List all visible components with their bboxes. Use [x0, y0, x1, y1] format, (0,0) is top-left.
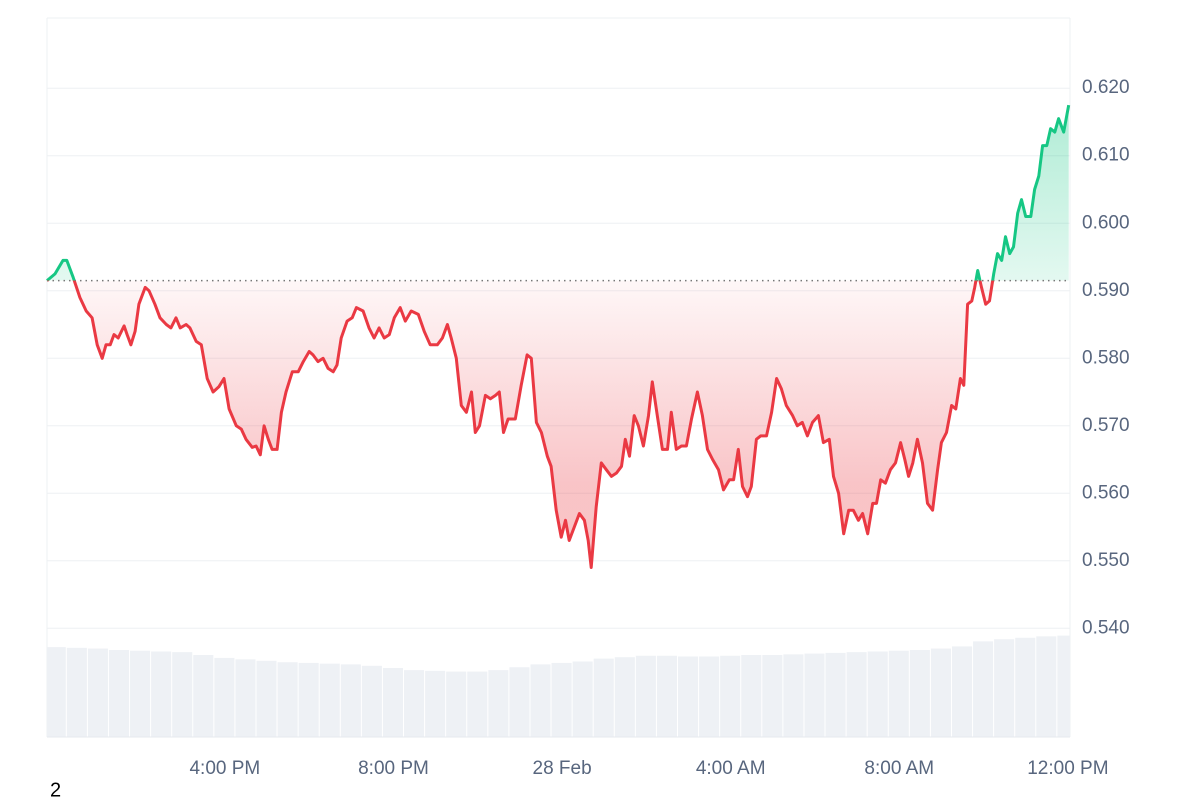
x-tick-label: 8:00 PM	[358, 758, 429, 779]
volume-bar	[741, 655, 762, 737]
volume-bar	[994, 639, 1015, 737]
volume-bar	[720, 655, 741, 737]
volume-bar	[973, 641, 994, 737]
x-tick-label: 12:00 PM	[1027, 758, 1108, 779]
volume-bar	[783, 654, 804, 737]
volume-bar	[256, 660, 277, 737]
volume-bar	[193, 655, 214, 737]
y-tick-label: 0.560	[1082, 482, 1130, 503]
volume-bar	[677, 656, 699, 737]
volume-bar	[656, 655, 677, 737]
volume-bar	[909, 650, 930, 737]
volume-bar	[1057, 635, 1070, 737]
x-tick-label: 4:00 AM	[696, 758, 766, 779]
volume-bar	[172, 652, 193, 737]
y-tick-label: 0.570	[1082, 415, 1130, 436]
x-tick-label: 4:00 PM	[189, 758, 260, 779]
volume-bar	[66, 647, 87, 737]
volume-bar	[446, 671, 467, 737]
price-line	[46, 104, 1071, 569]
volume-bar	[509, 667, 530, 737]
volume-bar	[298, 662, 319, 737]
volume-bar	[1036, 636, 1057, 737]
volume-bar	[151, 651, 172, 737]
volume-bars	[47, 635, 1070, 737]
volume-bar	[572, 661, 593, 737]
volume-bar	[635, 655, 656, 737]
y-tick-label: 0.590	[1082, 280, 1130, 301]
volume-bar	[762, 655, 783, 737]
volume-bar	[235, 659, 256, 737]
volume-bar	[130, 650, 151, 737]
volume-bar	[467, 671, 488, 737]
y-tick-label: 0.620	[1082, 77, 1130, 98]
y-tick-label: 0.540	[1082, 617, 1130, 638]
volume-bar	[108, 650, 130, 737]
volume-bar	[277, 662, 298, 737]
volume-bar	[340, 664, 361, 737]
volume-bar	[425, 670, 446, 737]
volume-bar	[699, 656, 720, 737]
volume-bar	[214, 657, 235, 737]
volume-bar	[825, 652, 846, 737]
y-tick-label: 0.600	[1082, 212, 1130, 233]
footnote: 2	[50, 779, 61, 800]
volume-bar	[319, 663, 340, 737]
volume-bar	[888, 650, 909, 737]
x-tick-label: 8:00 AM	[864, 758, 934, 779]
y-tick-label: 0.610	[1082, 145, 1130, 166]
volume-bar	[846, 652, 867, 737]
volume-bar	[930, 648, 951, 737]
volume-bar	[867, 651, 888, 737]
y-tick-label: 0.550	[1082, 550, 1130, 571]
volume-bar	[614, 657, 635, 737]
y-tick-label: 0.580	[1082, 347, 1130, 368]
volume-bar	[361, 665, 382, 737]
price-area	[47, 105, 1069, 568]
volume-bar	[551, 662, 572, 737]
volume-bar	[87, 648, 108, 737]
volume-bar	[488, 670, 509, 737]
volume-bar	[404, 670, 425, 737]
volume-bar	[593, 658, 614, 737]
volume-bar	[1015, 637, 1036, 737]
volume-bar	[382, 667, 404, 737]
volume-bar	[804, 653, 825, 737]
volume-bar	[47, 647, 66, 737]
volume-bar	[951, 646, 973, 737]
x-tick-label: 28 Feb	[533, 758, 592, 779]
volume-bar	[530, 664, 551, 737]
